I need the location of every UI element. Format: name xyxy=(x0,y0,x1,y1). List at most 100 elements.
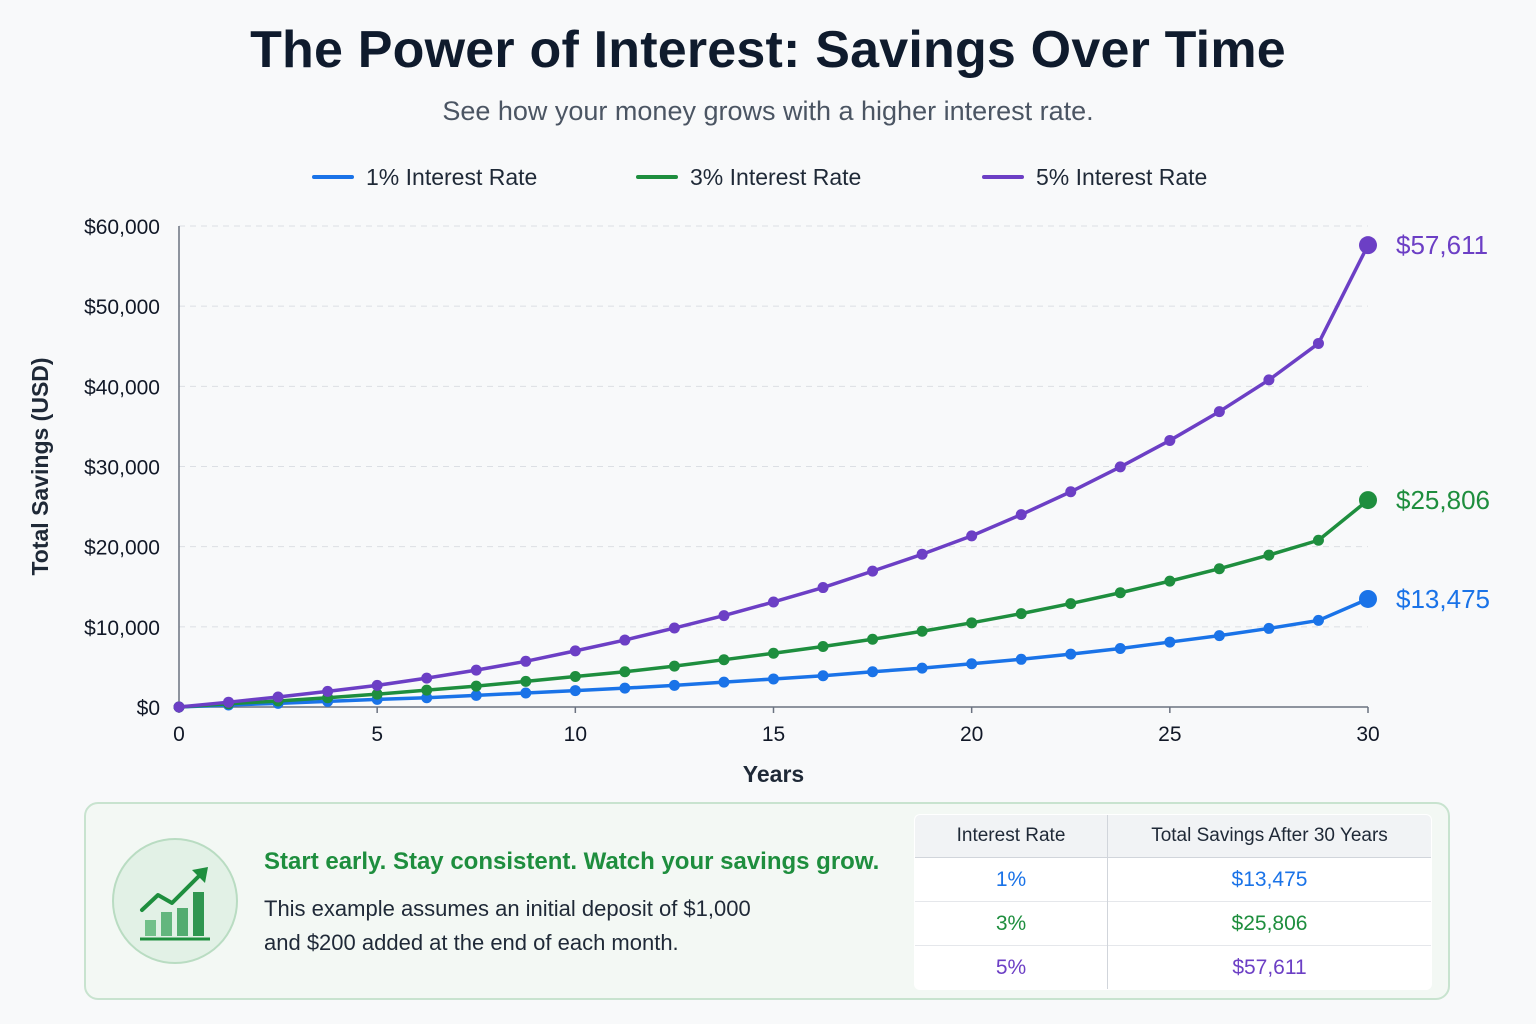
data-point xyxy=(1213,563,1225,575)
end-point xyxy=(1359,589,1377,608)
data-point xyxy=(1213,630,1225,642)
data-point xyxy=(966,530,978,542)
summary-table: Interest Rate Total Savings After 30 Yea… xyxy=(914,814,1432,990)
panel-assumption-line1: This example assumes an initial deposit … xyxy=(264,896,751,921)
data-point xyxy=(470,689,482,701)
table-cell-total: $57,611 xyxy=(1107,945,1431,989)
legend-label-1pct: 1% Interest Rate xyxy=(366,163,538,190)
data-point xyxy=(718,676,730,688)
y-tick-label: $0 xyxy=(137,697,160,720)
page-title: The Power of Interest: Savings Over Time xyxy=(250,21,1286,79)
legend-label-5pct: 5% Interest Rate xyxy=(1036,163,1208,190)
end-value-label: $25,806 xyxy=(1396,485,1490,515)
legend-item-3pct: 3% Interest Rate xyxy=(636,160,861,194)
end-point xyxy=(1359,236,1377,255)
x-tick-label: 10 xyxy=(564,723,587,746)
data-point xyxy=(1065,598,1077,610)
end-value-label: $13,475 xyxy=(1396,584,1490,614)
table-cell-rate: 1% xyxy=(915,857,1108,902)
data-point xyxy=(619,666,631,678)
data-point xyxy=(1015,509,1027,521)
data-point xyxy=(966,617,978,629)
data-point xyxy=(718,610,730,622)
data-point xyxy=(768,647,779,659)
data-point xyxy=(569,671,581,683)
growth-chart-icon xyxy=(112,838,238,964)
data-point xyxy=(1114,642,1126,654)
data-point xyxy=(569,685,581,697)
data-point xyxy=(1263,374,1275,386)
y-tick-label: $50,000 xyxy=(84,296,160,319)
data-point xyxy=(768,596,779,608)
x-tick-label: 15 xyxy=(762,723,785,746)
page-subtitle: See how your money grows with a higher i… xyxy=(442,96,1094,126)
data-point xyxy=(421,692,433,704)
data-point xyxy=(1263,622,1275,634)
end-value-label: $57,611 xyxy=(1396,230,1488,260)
legend-item-5pct: 5% Interest Rate xyxy=(982,160,1207,194)
data-point xyxy=(223,696,235,708)
data-point xyxy=(569,645,581,657)
data-point xyxy=(916,662,928,674)
panel-heading: Start early. Stay consistent. Watch your… xyxy=(264,848,880,875)
chart-grid xyxy=(179,225,1368,628)
table-header-total: Total Savings After 30 Years xyxy=(1107,815,1431,858)
table-row: 3% $25,806 xyxy=(915,901,1431,946)
data-point xyxy=(668,660,680,672)
data-point xyxy=(668,622,680,634)
data-point xyxy=(668,679,680,691)
y-tick-label: $10,000 xyxy=(84,617,160,640)
y-tick-label: $30,000 xyxy=(84,457,160,480)
chart-axes: $0 $10,000 $20,000 $30,000 $40,000 $50,000 $60… xyxy=(84,216,1380,746)
legend-item-1pct: 1% Interest Rate xyxy=(312,160,537,194)
table-cell-rate: 5% xyxy=(915,945,1108,989)
chart-legend: 1% Interest Rate 3% Interest Rate 5% Int… xyxy=(0,160,1536,194)
data-point xyxy=(371,679,383,691)
x-tick-label: 20 xyxy=(960,723,983,746)
data-point xyxy=(916,548,928,560)
series-line xyxy=(178,244,1370,709)
x-tick-label: 0 xyxy=(173,723,185,746)
data-point xyxy=(1164,434,1176,446)
data-point xyxy=(1312,337,1324,349)
x-tick-label: 5 xyxy=(371,723,383,746)
data-point xyxy=(470,664,482,676)
data-point xyxy=(1164,575,1176,587)
data-point xyxy=(619,634,631,646)
data-point xyxy=(867,565,879,577)
line-chart: $0 $10,000 $20,000 $30,000 $40,000 $50,000 $60… xyxy=(27,216,1490,787)
data-point xyxy=(817,582,829,594)
data-point xyxy=(1312,534,1324,546)
data-point xyxy=(1065,486,1077,498)
table-cell-total: $13,475 xyxy=(1107,857,1431,902)
data-point xyxy=(520,655,532,667)
y-tick-label: $40,000 xyxy=(84,376,160,399)
data-point xyxy=(1015,653,1027,665)
series-3: $57,611 xyxy=(173,230,1488,713)
data-point xyxy=(173,701,185,713)
legend-label-3pct: 3% Interest Rate xyxy=(690,163,862,190)
data-point xyxy=(867,633,879,645)
y-axis-title: Total Savings (USD) xyxy=(27,357,53,575)
table-cell-total: $25,806 xyxy=(1107,901,1431,946)
legend-swatch-1pct xyxy=(312,175,354,179)
data-point xyxy=(966,658,978,670)
x-tick-label: 30 xyxy=(1356,723,1379,746)
data-point xyxy=(1312,614,1324,626)
data-point xyxy=(768,673,779,685)
end-point xyxy=(1359,491,1377,510)
table-row: 1% $13,475 xyxy=(915,857,1431,902)
data-point xyxy=(421,684,433,696)
data-point xyxy=(371,688,383,700)
data-point xyxy=(322,685,334,697)
data-point xyxy=(619,682,631,694)
data-point xyxy=(1114,587,1126,599)
chart-series: $13,475 $25,806 $57,611 xyxy=(173,230,1490,713)
data-point xyxy=(817,670,829,682)
table-cell-rate: 3% xyxy=(915,901,1108,946)
data-point xyxy=(520,675,532,687)
data-point xyxy=(916,625,928,637)
table-header-rate: Interest Rate xyxy=(915,815,1108,858)
data-point xyxy=(1015,608,1027,620)
legend-swatch-5pct xyxy=(982,175,1024,179)
